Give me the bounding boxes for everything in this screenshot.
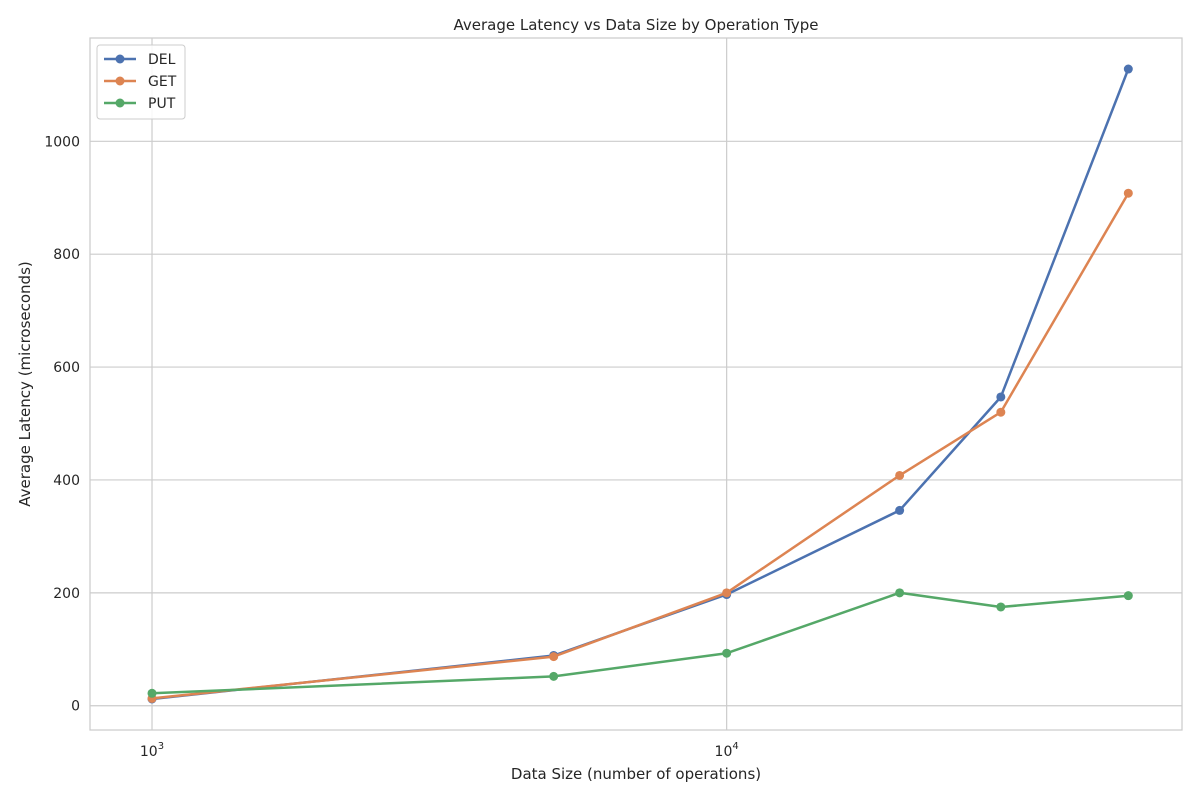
legend: DEL GET PUT (96, 44, 186, 120)
plot-frame (89, 37, 1183, 731)
legend-item-get: GET (104, 74, 177, 90)
chart-title: Average Latency vs Data Size by Operatio… (453, 16, 818, 34)
data-point-put (722, 648, 732, 658)
legend-item-put: PUT (104, 96, 176, 112)
data-point-put (147, 688, 157, 698)
legend-swatch-marker (115, 98, 125, 108)
x-tick-label: 104 (715, 741, 739, 760)
series-put (147, 588, 1133, 698)
data-point-del (1123, 64, 1133, 74)
data-point-get (996, 407, 1006, 417)
data-point-put (895, 588, 905, 598)
y-tick-label: 800 (53, 247, 80, 263)
series-get (147, 188, 1133, 703)
series-line-get (150, 191, 1130, 700)
legend-label: PUT (148, 96, 176, 112)
series-layer (147, 64, 1133, 704)
y-tick-label: 400 (53, 473, 80, 489)
data-point-get (549, 652, 559, 662)
grid-lines (90, 38, 1182, 730)
y-tick-label: 600 (53, 360, 80, 376)
x-axis-label: Data Size (number of operations) (511, 765, 761, 783)
series-line-put (150, 591, 1130, 695)
data-point-get (1123, 188, 1133, 198)
y-tick-label: 1000 (44, 134, 80, 150)
x-tick-label: 103 (140, 741, 164, 760)
data-point-del (996, 392, 1006, 402)
data-point-put (996, 602, 1006, 612)
plot-area (90, 38, 1182, 730)
y-tick-label: 0 (71, 699, 80, 715)
y-tick-label: 200 (53, 586, 80, 602)
legend-label: GET (148, 74, 177, 90)
legend-item-del: DEL (104, 52, 176, 68)
data-point-put (549, 671, 559, 681)
data-point-del (895, 505, 905, 515)
x-axis-ticks: 103 104 (140, 741, 739, 760)
data-point-get (722, 588, 732, 598)
legend-label: DEL (148, 52, 176, 68)
data-point-get (895, 470, 905, 480)
y-axis-label: Average Latency (microseconds) (16, 261, 34, 506)
data-point-put (1123, 591, 1133, 601)
legend-swatch-marker (115, 76, 125, 86)
y-axis-ticks: 0 200 400 600 800 1000 (44, 134, 80, 714)
legend-swatch-marker (115, 54, 125, 64)
